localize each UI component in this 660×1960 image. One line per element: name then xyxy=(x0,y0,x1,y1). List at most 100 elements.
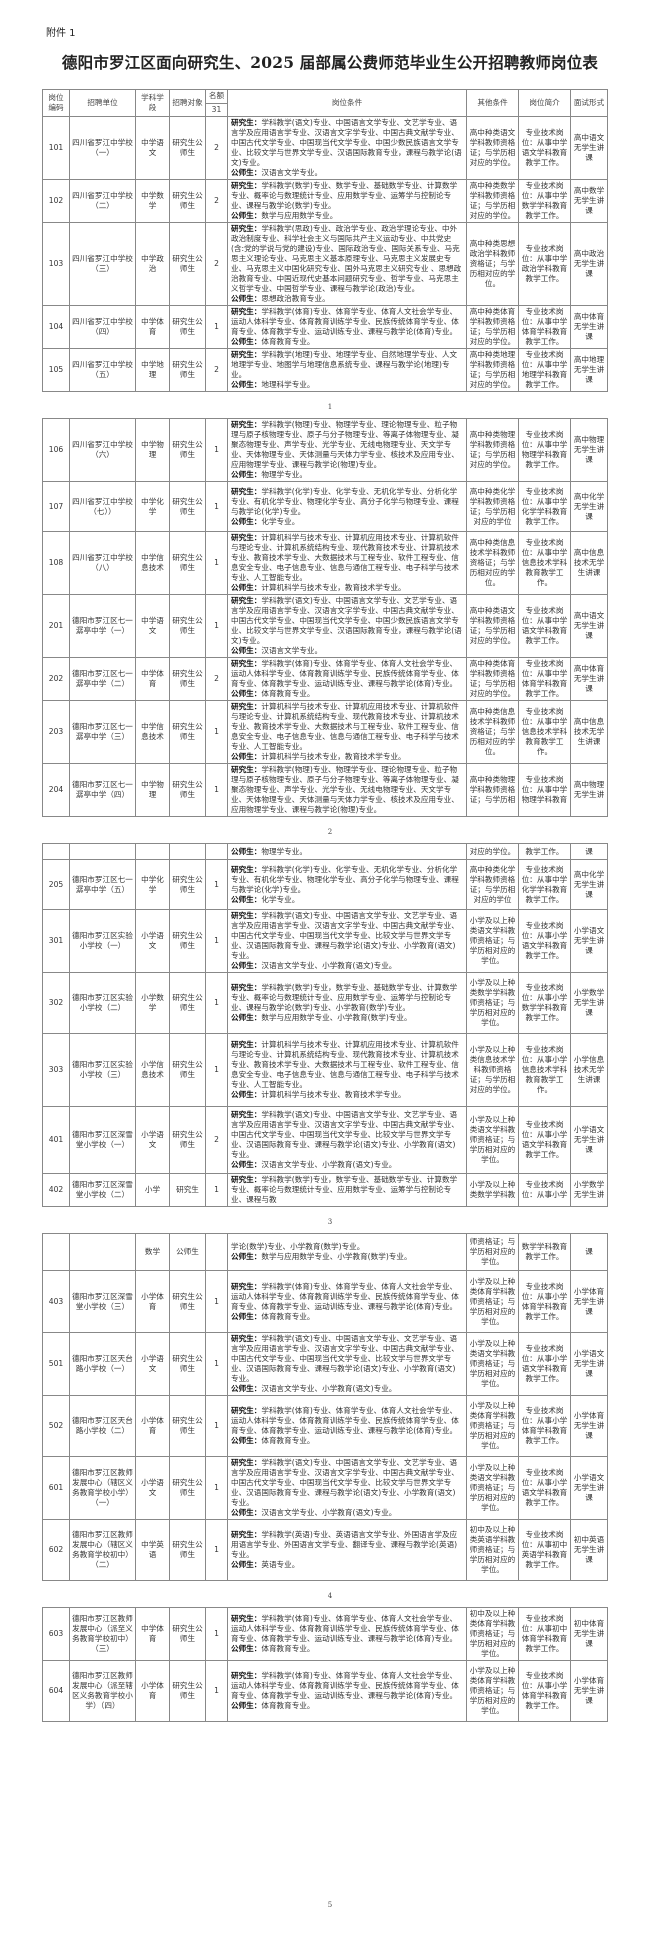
condition-label: 研究生： xyxy=(231,765,262,774)
position-code: 502 xyxy=(42,1395,70,1457)
position-code: 108 xyxy=(42,531,70,595)
condition-text: 学科教学(数学)专业，数学专业、基础数学专业、计算数学专业、概率论与数理统计专业… xyxy=(231,983,458,1012)
table-row: 204 德阳市罗江区七一潺亭中学（四） 中学物理 研究生公师生 1 研究生：学科教学(物理… xyxy=(42,763,608,817)
subject-level: 中学信息技术 xyxy=(135,531,170,595)
interview-format: 高中信息技术无学生讲课 xyxy=(570,700,608,764)
interview-format: 高中数学无学生讲课 xyxy=(570,179,608,223)
condition-label: 研究生： xyxy=(231,224,262,233)
condition-text: 体育教育专业。 xyxy=(261,689,315,698)
condition-label: 研究生： xyxy=(231,1334,262,1343)
position-code: 205 xyxy=(42,859,70,910)
header-other: 其他条件 xyxy=(466,89,519,117)
recruiting-unit: 德阳市罗江区实验小学校（一） xyxy=(69,909,136,973)
interview-format: 高中物理无学生讲 xyxy=(570,763,608,817)
position-conditions: 研究生：学科教学(语文)专业、中国语言文学专业、文艺学专业、语言学及应用语言学专… xyxy=(227,909,467,973)
condition-text: 学科教学(物理)专业、物理学专业、理论物理专业、粒子物理与原子核物理专业、原子与… xyxy=(231,765,459,814)
condition-label: 研究生： xyxy=(231,911,262,920)
condition-label: 研究生： xyxy=(231,1671,262,1680)
other-conditions: 高中种类化学学科教师资格证；与学历相对应的学位 xyxy=(466,481,519,532)
recruit-target: 研究生公师生 xyxy=(169,418,206,482)
condition-label: 研究生： xyxy=(231,659,262,668)
recruiting-unit: 德阳市罗江区深雪堂小学校（二） xyxy=(69,1173,136,1207)
recruiting-unit: 德阳市罗江区七一潺亭中学（二） xyxy=(69,657,136,701)
recruit-target: 研究生公师生 xyxy=(169,594,206,658)
positions-table: 106 四川省罗江中学校（六） 中学物理 研究生公师生 1 研究生：学科教学(物理)专业、… xyxy=(42,418,608,817)
interview-format: 小学体育无学生讲课 xyxy=(570,1660,608,1722)
quota: 1 xyxy=(205,859,228,910)
subject-level: 小学语文 xyxy=(135,1456,170,1520)
table-row: 604 德阳市罗江区教师发展中心（派至辖区义务教育学校小学）（四） 小学体育 研究生公… xyxy=(42,1660,608,1722)
condition-line: 公师生：汉语言文学专业、小学教育(语文)专业。 xyxy=(231,961,463,971)
table-row: 202 德阳市罗江区七一潺亭中学（二） 中学体育 研究生公师生 2 研究生：学科教学(体育… xyxy=(42,657,608,701)
positions-table: 公师生：物理学专业。 对应的学位。 教学工作。课 205 德阳市罗江区七一潺亭中学（五）… xyxy=(42,843,608,1207)
condition-label: 公师生： xyxy=(231,752,262,761)
other-conditions: 高中种类物理学科教师资格证；与学历相 xyxy=(466,763,519,817)
subject-level: 中学英语 xyxy=(135,1519,170,1581)
position-conditions: 研究生：学科教学(地理)专业、地理学专业、自然地理学专业、人文地理学专业、地图学… xyxy=(227,348,467,392)
quota: 1 xyxy=(205,594,228,658)
table-row: 501 德阳市罗江区天台路小学校（一） 小学语文 研究生公师生 1 研究生：学科教学(语文… xyxy=(42,1332,608,1396)
position-conditions: 研究生：计算机科学与技术专业、计算机应用技术专业、计算机软件与理论专业、计算机系… xyxy=(227,531,467,595)
condition-label: 公师生： xyxy=(231,646,262,655)
condition-text: 体育教育专业。 xyxy=(261,1311,315,1321)
subject-level: 小学体育 xyxy=(135,1660,170,1722)
condition-text: 学科教学(数学)专业，数学专业、基础数学专业、计算数学专业、概率论与数理统计专业… xyxy=(231,1175,458,1204)
other-conditions: 高中种类地理学科教师资格证；与学历相对应的学位。 xyxy=(466,348,519,392)
other-conditions: 小学及以上种类数学学科教师资格证；与学历相对应的学位。 xyxy=(466,972,519,1034)
position-conditions: 公师生：物理学专业。 xyxy=(227,843,467,860)
position-intro: 数学学科教育教学工作。 xyxy=(518,1233,571,1271)
recruit-target: 研究生公师生 xyxy=(169,1519,206,1581)
condition-line: 研究生：学科教学(数学)专业，数学专业、基础数学专业、计算数学专业、概率论与数理… xyxy=(231,983,463,1013)
page-number: 3 xyxy=(327,1218,333,1226)
interview-format: 小学体育无学生讲课 xyxy=(570,1395,608,1457)
table-row: 106 四川省罗江中学校（六） 中学物理 研究生公师生 1 研究生：学科教学(物理)专业、… xyxy=(42,418,608,482)
condition-line: 研究生：学科教学(语文)专业、中国语言文学专业、文艺学专业、语言学及应用语言学专… xyxy=(231,911,463,961)
positions-table: 岗位编码 招聘单位 学科学段 招聘对象 名额 岗位条件 其他条件 岗位简介 面试形式 31 101 四… xyxy=(42,89,608,392)
recruit-target: 研究生公师生 xyxy=(169,763,206,817)
condition-label: 研究生： xyxy=(231,1040,262,1049)
subject-level: 小学数学 xyxy=(135,972,170,1034)
position-conditions: 研究生：学科教学(化学)专业、化学专业、无机化学专业、分析化学专业、有机化学专业… xyxy=(227,481,467,532)
table-row: 301 德阳市罗江区实验小学校（一） 小学语文 研究生公师生 1 研究生：学科教学(语文)… xyxy=(42,909,608,973)
other-conditions: 高中种类语文学科教师资格证；与学历相对应的学位。 xyxy=(466,116,519,180)
subject-level: 小学 xyxy=(135,1173,170,1207)
quota: 1 xyxy=(205,305,228,349)
recruit-target: 研究生公师生 xyxy=(169,700,206,764)
condition-text: 学科教学(思政)专业、政治学专业、政治学理论专业、中外政治制度专业、科学社会主义… xyxy=(231,224,462,293)
condition-text: 学科教学(物理)专业、物理学专业、理论物理专业、粒子物理与原子核物理专业、原子与… xyxy=(231,420,459,469)
condition-line: 研究生：学科教学(体育)专业、体育学专业、体育人文社会学专业、运动人体科学专业、… xyxy=(231,659,463,689)
condition-label: 研究生： xyxy=(231,1458,262,1467)
condition-line: 研究生：学科教学(体育)专业、体育学专业、体育人文社会学专业、运动人体科学专业、… xyxy=(231,307,463,337)
condition-line: 研究生：学科教学(语文)专业、中国语言文学专业、文艺学专业、语言学及应用语言学专… xyxy=(231,1458,463,1508)
position-intro: 专业技术岗位：从事中学语文学科教育教学工作。 xyxy=(518,594,571,658)
other-conditions: 初中及以上种类体育学科教师资格证；与学历相对应的学位。 xyxy=(466,1607,519,1661)
recruit-target: 研究生公师生 xyxy=(169,1270,206,1333)
recruiting-unit: 德阳市罗江区七一潺亭中学（四） xyxy=(69,763,136,817)
recruiting-unit: 德阳市罗江区教师发展中心（辖区义务教育学校小学）（一） xyxy=(69,1456,136,1520)
quota: 1 xyxy=(205,700,228,764)
interview-format: 高中政治无学生讲课 xyxy=(570,222,608,306)
interview-format: 高中地理无学生讲课 xyxy=(570,348,608,392)
condition-text: 化学专业。 xyxy=(261,894,300,904)
subject-level: 中学语文 xyxy=(135,116,170,180)
recruiting-unit: 四川省罗江中学校（四） xyxy=(69,305,136,349)
position-conditions: 研究生：学科教学(数学)专业、数学专业、基础数学专业、计算数学专业、概率论与数理… xyxy=(227,179,467,223)
table-row: 105 四川省罗江中学校（五） 中学地理 研究生公师生 2 研究生：学科教学(地理)专业、… xyxy=(42,348,608,392)
table-row: 201 德阳市罗江区七一潺亭中学（一） 中学语文 研究生公师生 1 研究生：学科教学(语文… xyxy=(42,594,608,658)
condition-line: 公师生：数学与应用数学专业、小学教育(数学)专业。 xyxy=(231,1252,463,1262)
recruit-target: 研究生公师生 xyxy=(169,531,206,595)
table-row: 104 四川省罗江中学校（四） 中学体育 研究生公师生 1 研究生：学科教学(体育)专业、… xyxy=(42,305,608,349)
condition-label: 公师生： xyxy=(231,846,262,856)
condition-line: 公师生：体育教育专业。 xyxy=(231,337,463,347)
condition-text: 学科教学(语文)专业、中国语言文学专业、文艺学专业、语言学及应用语言学专业、汉语… xyxy=(231,118,462,167)
page-number: 4 xyxy=(327,1592,333,1600)
condition-line: 研究生：学科教学(体育)专业、体育学专业、体育人文社会学专业、运动人体科学专业、… xyxy=(231,1614,463,1644)
condition-label: 研究生： xyxy=(231,420,262,429)
recruiting-unit: 德阳市罗江区七一潺亭中学（一） xyxy=(69,594,136,658)
condition-line: 研究生：学科教学(思政)专业、政治学专业、政治学理论专业、中外政治制度专业、科学… xyxy=(231,224,463,294)
condition-text: 化学专业。 xyxy=(261,516,300,526)
position-code: 203 xyxy=(42,700,70,764)
recruit-target: 研究生公师生 xyxy=(169,179,206,223)
condition-line: 研究生：学科教学(物理)专业、物理学专业、理论物理专业、粒子物理与原子核物理专业… xyxy=(231,420,463,470)
condition-label: 公师生： xyxy=(231,1311,262,1321)
